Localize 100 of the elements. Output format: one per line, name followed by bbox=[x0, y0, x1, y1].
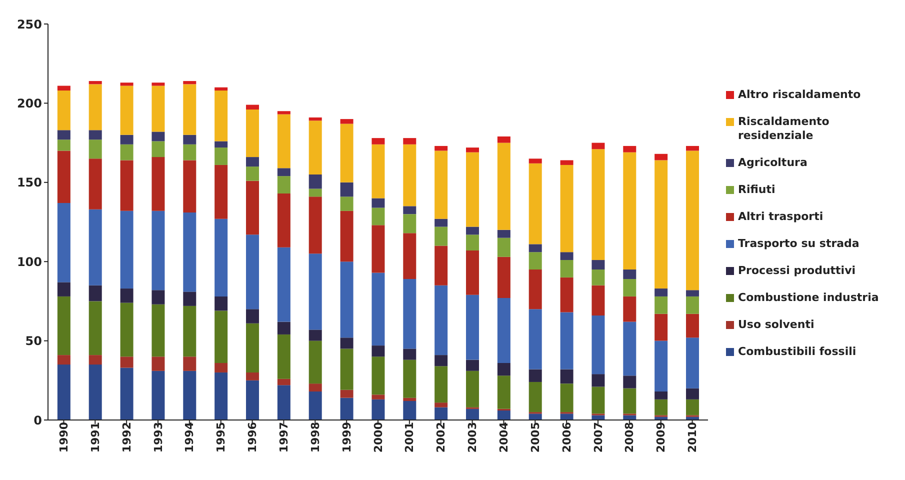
x-tick-label: 2006 bbox=[560, 422, 574, 453]
bar bbox=[654, 154, 668, 160]
bar bbox=[560, 277, 574, 312]
bar bbox=[277, 176, 290, 194]
bar bbox=[403, 206, 416, 214]
bar bbox=[277, 247, 290, 322]
bar bbox=[88, 81, 102, 84]
bar bbox=[528, 382, 542, 412]
y-tick-label: 200 bbox=[16, 96, 42, 110]
bar bbox=[592, 142, 605, 150]
bar bbox=[623, 270, 636, 280]
bar bbox=[403, 360, 416, 398]
bar bbox=[528, 270, 542, 310]
bar bbox=[592, 415, 605, 420]
bar bbox=[152, 86, 165, 132]
bar bbox=[497, 256, 510, 298]
legend-label: Altro riscaldamento bbox=[738, 88, 862, 102]
bar bbox=[183, 212, 196, 292]
x-tick-label: 2004 bbox=[498, 422, 511, 453]
bar bbox=[497, 136, 510, 143]
legend-label: Rifiuti bbox=[738, 183, 776, 197]
bar bbox=[214, 87, 228, 91]
x-tick-label: 1999 bbox=[340, 422, 354, 453]
bar bbox=[372, 346, 385, 357]
bar bbox=[277, 193, 290, 248]
bar bbox=[340, 398, 354, 420]
bar bbox=[120, 288, 134, 303]
bar bbox=[277, 114, 290, 168]
legend-label: Uso solventi bbox=[738, 318, 816, 332]
bar bbox=[308, 254, 322, 330]
bar bbox=[214, 141, 228, 148]
bar bbox=[246, 234, 259, 310]
bar bbox=[57, 90, 70, 130]
x-tick-label: 1990 bbox=[58, 422, 71, 453]
x-tick-label: 2003 bbox=[466, 422, 480, 453]
bar bbox=[403, 279, 416, 349]
bar bbox=[623, 388, 636, 414]
bar bbox=[246, 104, 259, 110]
y-tick-label: 100 bbox=[16, 254, 42, 269]
bar bbox=[246, 180, 259, 235]
bar bbox=[340, 124, 354, 182]
bar bbox=[308, 117, 322, 121]
bar bbox=[152, 157, 165, 211]
bar bbox=[340, 119, 354, 124]
bar bbox=[120, 82, 134, 86]
bar bbox=[308, 391, 322, 420]
bar bbox=[340, 210, 354, 262]
bar bbox=[57, 355, 70, 365]
bar bbox=[120, 368, 134, 420]
bar bbox=[183, 84, 196, 135]
bar bbox=[246, 323, 259, 372]
bar bbox=[183, 160, 196, 212]
bar bbox=[434, 407, 448, 420]
bar bbox=[592, 260, 605, 270]
x-tick-label: 2000 bbox=[372, 422, 385, 453]
bar bbox=[466, 250, 479, 295]
bar bbox=[57, 86, 70, 91]
bar bbox=[528, 244, 542, 252]
bar bbox=[340, 182, 354, 197]
bar bbox=[686, 314, 699, 338]
bar bbox=[88, 209, 102, 286]
bar bbox=[88, 130, 102, 140]
x-tick-label: 1991 bbox=[88, 422, 102, 453]
bar bbox=[623, 152, 636, 270]
bar bbox=[183, 81, 196, 84]
bar bbox=[57, 296, 70, 356]
bar bbox=[277, 334, 290, 379]
bar bbox=[528, 252, 542, 270]
bar bbox=[277, 385, 290, 420]
bar bbox=[528, 309, 542, 370]
bar bbox=[214, 90, 228, 142]
bar bbox=[308, 340, 322, 384]
bar bbox=[592, 315, 605, 374]
x-tick-label: 2002 bbox=[434, 422, 448, 453]
bar bbox=[120, 160, 134, 211]
bar bbox=[403, 144, 416, 206]
x-tick-label: 2005 bbox=[528, 422, 542, 453]
bar bbox=[403, 398, 416, 401]
bar bbox=[592, 285, 605, 316]
bar bbox=[340, 196, 354, 211]
bar bbox=[246, 110, 259, 158]
bar bbox=[152, 370, 165, 420]
legend-label: Riscaldamento residenziale bbox=[738, 115, 830, 143]
bar bbox=[372, 399, 385, 420]
bar bbox=[88, 285, 102, 302]
bar bbox=[560, 260, 574, 278]
bar bbox=[88, 140, 102, 159]
x-tick-label: 2007 bbox=[592, 422, 605, 453]
bar bbox=[372, 198, 385, 208]
y-tick-label: 250 bbox=[16, 17, 42, 32]
bar bbox=[88, 364, 102, 420]
bar bbox=[466, 152, 479, 227]
x-tick-label: 1992 bbox=[120, 422, 134, 453]
bar bbox=[152, 82, 165, 86]
bar bbox=[434, 402, 448, 408]
bar bbox=[434, 150, 448, 219]
bar bbox=[57, 364, 70, 420]
bar bbox=[654, 160, 668, 289]
bar bbox=[308, 384, 322, 392]
bar bbox=[686, 150, 699, 290]
